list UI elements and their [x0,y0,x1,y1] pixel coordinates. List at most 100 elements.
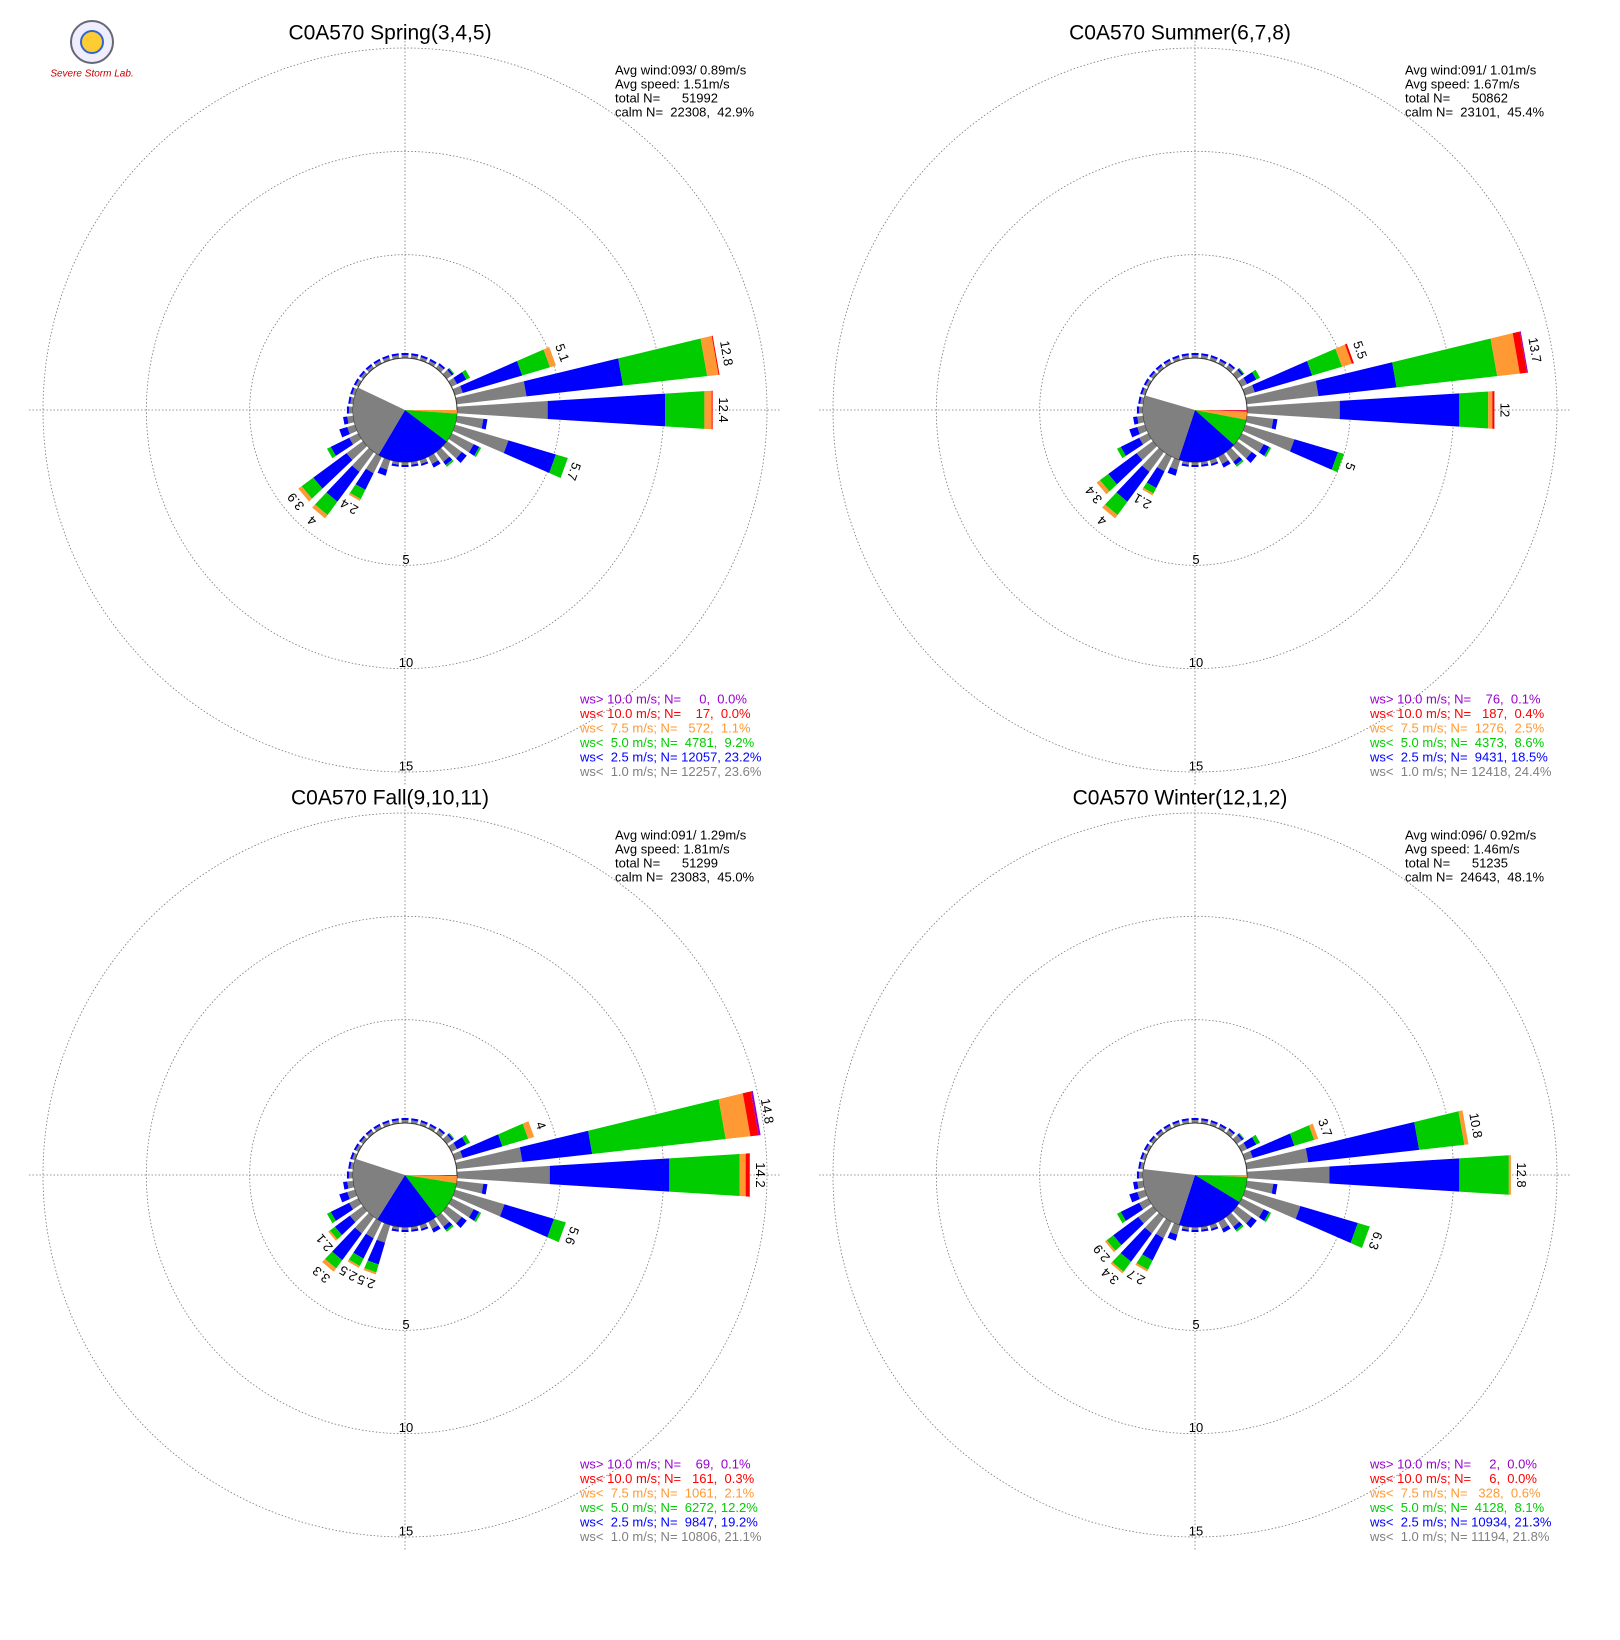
petal-segment [1331,452,1345,473]
petal-label: 5.7 [564,460,584,482]
petal-segment [1459,1155,1509,1195]
petal-segment [1252,361,1313,393]
petal-segment [353,378,360,386]
legend-entry: ws< 5.0 m/s; N= 4128, 8.1% [1369,1500,1545,1515]
petal-segment [1228,363,1236,370]
petal-segment [1136,440,1158,461]
petal-segment [1120,437,1144,456]
petal-segment [452,1189,505,1217]
legend-entry: ws< 5.0 m/s; N= 4781, 9.2% [579,735,755,750]
petal-segment [1335,344,1352,367]
petal-segment [1289,439,1339,470]
petal-segment [1138,1205,1158,1224]
petal-segment [453,1137,467,1150]
petal-segment [355,468,374,490]
petal-segment [363,1268,377,1275]
petal-segment [1512,331,1528,374]
pie-slice [405,410,457,414]
petal-segment [347,1259,360,1268]
ring-label: 15 [399,1523,413,1538]
petal-segment [1237,1133,1244,1141]
petal-segment [322,1259,337,1272]
petal-segment [1350,1222,1370,1248]
petal-segment [420,1120,428,1125]
petal-segment [343,1181,349,1190]
ring-label: 5 [402,1317,409,1332]
petal-segment [1112,1253,1132,1272]
petal-label: 12.8 [1514,1162,1529,1187]
pie-slice [405,1175,457,1184]
legend-entry: ws< 7.5 m/s; N= 328, 0.6% [1369,1485,1541,1500]
pie-slice [1143,1169,1195,1225]
petal-segment [474,446,482,458]
petal-segment [1258,444,1270,456]
petal-label: 14.8 [758,1097,777,1125]
petal-segment [419,1122,428,1128]
petal-segment [353,1233,374,1259]
petal-segment [373,358,381,365]
petal-segment [1218,1125,1226,1132]
petal-segment [373,1123,381,1130]
petal-segment [517,349,551,376]
petal-segment [1218,360,1226,367]
petal-segment [324,1251,343,1269]
ring-label: 5 [1192,1317,1199,1332]
petal-segment [411,463,419,467]
petal-segment [428,1218,439,1229]
petal-segment [431,460,441,468]
petal-segment [1245,380,1319,405]
petal-segment [1191,352,1199,356]
petal-segment [1104,492,1128,516]
ring-grid [1039,254,1351,566]
petal-segment [1145,1144,1152,1152]
petal-segment [460,361,523,393]
petal-segment [1242,385,1255,396]
petal-label: 13.7 [1525,336,1544,364]
petal-segment [1116,465,1150,502]
petal-segment [742,1091,759,1137]
petal-segment [1490,333,1520,377]
ring-label: 5 [402,552,409,567]
petal-segment [411,1228,419,1232]
logo-emblem [80,30,104,54]
petal-segment [1145,379,1152,387]
petal-segment [1492,391,1495,429]
petal-segment [428,360,436,367]
petal-label: 4 [533,1120,550,1132]
petal-segment [1170,1222,1181,1235]
petal-segment [348,1161,352,1169]
petal-segment [1142,1152,1148,1161]
pie-slice [1195,410,1247,445]
petal-segment [391,463,399,467]
petal-segment [329,1226,342,1240]
petal-label: 10.8 [1466,1112,1485,1140]
petal-segment [1271,1183,1278,1195]
ring-grid [42,47,768,773]
petal-segment [1143,482,1157,494]
petal-segment [456,1165,550,1185]
petal-segment [353,1143,360,1151]
petal-segment [1221,460,1231,468]
stat-line: calm N= 23101, 45.4% [1405,104,1545,119]
petal-segment [391,353,399,357]
petal-segment [1237,368,1244,376]
petal-segment [1218,1218,1229,1229]
petal-segment [1146,467,1165,489]
petal-segment [462,1134,471,1145]
petal-segment [452,385,463,396]
petal-segment [301,477,323,499]
petal-segment [374,360,382,367]
petal-segment [339,427,350,438]
petal-segment [1225,1129,1234,1138]
petal-segment [1181,353,1189,357]
petal-segment [401,352,409,356]
petal-segment [1144,1212,1165,1234]
pie-slice [405,410,457,442]
petal-segment [503,440,556,474]
petal-segment [435,447,450,462]
petal-segment [349,484,366,500]
petal-segment [1138,396,1142,404]
petal-segment [1201,463,1209,467]
pie-slice [1178,1175,1240,1227]
petal-segment [365,1218,382,1239]
